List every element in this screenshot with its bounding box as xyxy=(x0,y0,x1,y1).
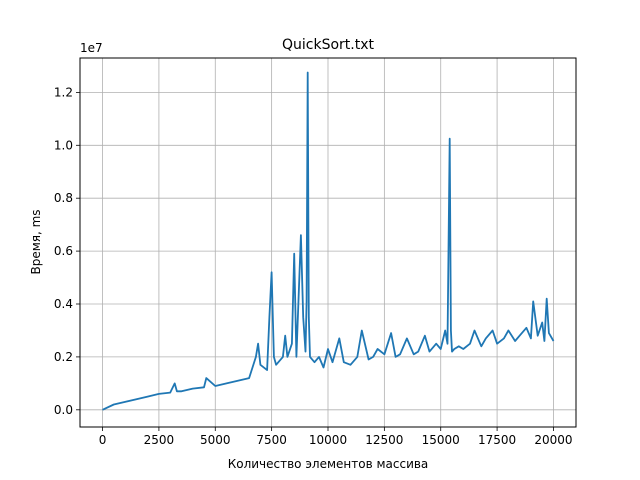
y-tick-label: 0.8 xyxy=(54,191,73,205)
series-layer xyxy=(102,71,555,411)
x-tick-label: 17500 xyxy=(478,433,516,447)
y-axis-offset-label: 1e7 xyxy=(80,41,103,55)
x-axis-label: Количество элементов массива xyxy=(228,457,429,471)
y-tick-label: 0.4 xyxy=(54,297,73,311)
x-tick-label: 15000 xyxy=(422,433,460,447)
y-tick-label: 1.0 xyxy=(54,138,73,152)
y-tick-label: 1.2 xyxy=(54,85,73,99)
x-tick-label: 12500 xyxy=(365,433,403,447)
y-axis-label: Время, ms xyxy=(29,209,43,274)
y-tick-label: 0.2 xyxy=(54,350,73,364)
x-axis: 0 2500 5000 7500 10000 12500 15000 17500 20000 xyxy=(99,427,573,447)
y-tick-label: 0.6 xyxy=(54,244,73,258)
x-tick-label: 0 xyxy=(99,433,107,447)
x-tick-label: 5000 xyxy=(200,433,231,447)
x-tick-label: 7500 xyxy=(256,433,287,447)
y-tick-label: 0.0 xyxy=(54,403,73,417)
chart-title: QuickSort.txt xyxy=(282,37,375,53)
y-axis: 0.0 0.2 0.4 0.6 0.8 1.0 1.2 xyxy=(54,85,80,417)
grid xyxy=(80,58,576,427)
x-tick-label: 20000 xyxy=(534,433,572,447)
x-tick-label: 10000 xyxy=(309,433,347,447)
series-line xyxy=(102,71,555,411)
x-tick-label: 2500 xyxy=(144,433,175,447)
